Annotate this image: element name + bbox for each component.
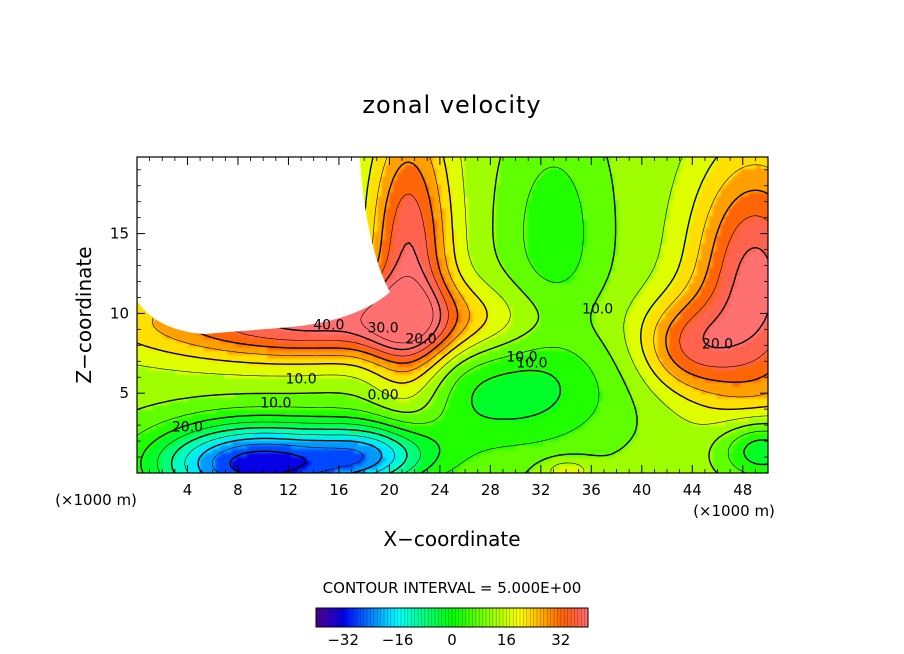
x-tick-label: 32 — [531, 481, 550, 499]
colorbar-tick-label: 32 — [551, 631, 570, 649]
contour-label: 10.0 — [260, 396, 291, 412]
x-tick-label: 44 — [683, 481, 702, 499]
contour-level-neg20 — [197, 437, 383, 473]
contour-level-neg25 — [212, 443, 364, 473]
x-axis-ticks: 4 8 12 16 20 24 28 32 36 40 44 48 — [149, 157, 756, 499]
contour-level-neg5 — [157, 421, 421, 473]
contour-lines — [137, 157, 768, 473]
contour-label: 30.0 — [368, 321, 399, 337]
contour-label: 10.0 — [285, 372, 316, 388]
contour-level-neg10 — [170, 427, 408, 473]
x-tick-label: 4 — [183, 481, 193, 499]
x-tick-label: 20 — [380, 481, 399, 499]
contour-label: 20.0 — [702, 337, 733, 353]
contour-label: 20.0 — [172, 420, 203, 436]
contour-level-5 — [137, 166, 768, 473]
x-tick-label: 24 — [430, 481, 449, 499]
colorbar-tick-label: −16 — [382, 631, 414, 649]
y-tick-label: 10 — [110, 304, 129, 322]
x-tick-label: 36 — [582, 481, 601, 499]
contour-labels: 40.0 30.020.010.010.0 0.0020.010.010.010.0… — [172, 301, 733, 435]
y-tick-label: 15 — [110, 225, 129, 243]
x-tick-label: 48 — [733, 481, 752, 499]
contour-label: 10.0 — [506, 349, 537, 365]
contour-label: 10.0 — [582, 301, 613, 317]
colorbar-tick-label: −32 — [327, 631, 359, 649]
colorbar-tick-label: 16 — [497, 631, 516, 649]
masked-region — [137, 157, 390, 334]
contour-interval-note: CONTOUR INTERVAL = 5.000E+00 — [323, 579, 582, 597]
x-tick-label: 8 — [233, 481, 243, 499]
contour-label: 40.0 — [313, 317, 344, 333]
colorbar-frame — [315, 607, 589, 628]
x-unit-label-left: (×1000 m) — [55, 491, 137, 509]
contour-level-40 — [267, 241, 768, 351]
contour-level-10 — [137, 157, 768, 473]
x-axis-label: X−coordinate — [383, 527, 520, 551]
colorbar-ticks: −32 −16 0 16 32 — [319, 608, 585, 649]
x-tick-label: 28 — [481, 481, 500, 499]
contour-level-neg15 — [184, 432, 395, 473]
contour-label: 0.00 — [368, 388, 399, 404]
contour-level-0 — [140, 369, 768, 473]
chart-title: zonal velocity — [362, 91, 541, 119]
x-unit-label-right: (×1000 m) — [693, 502, 775, 520]
x-tick-label: 12 — [279, 481, 298, 499]
x-tick-label: 16 — [329, 481, 348, 499]
y-axis-label: Z−coordinate — [72, 246, 96, 383]
colorbar-tick-label: 0 — [447, 631, 457, 649]
y-axis-ticks: 5 10 15 — [110, 169, 768, 458]
y-tick-label: 5 — [119, 384, 129, 402]
x-tick-label: 40 — [632, 481, 651, 499]
contour-label: 20.0 — [405, 332, 436, 348]
contour-label: 10.0 — [516, 356, 547, 372]
